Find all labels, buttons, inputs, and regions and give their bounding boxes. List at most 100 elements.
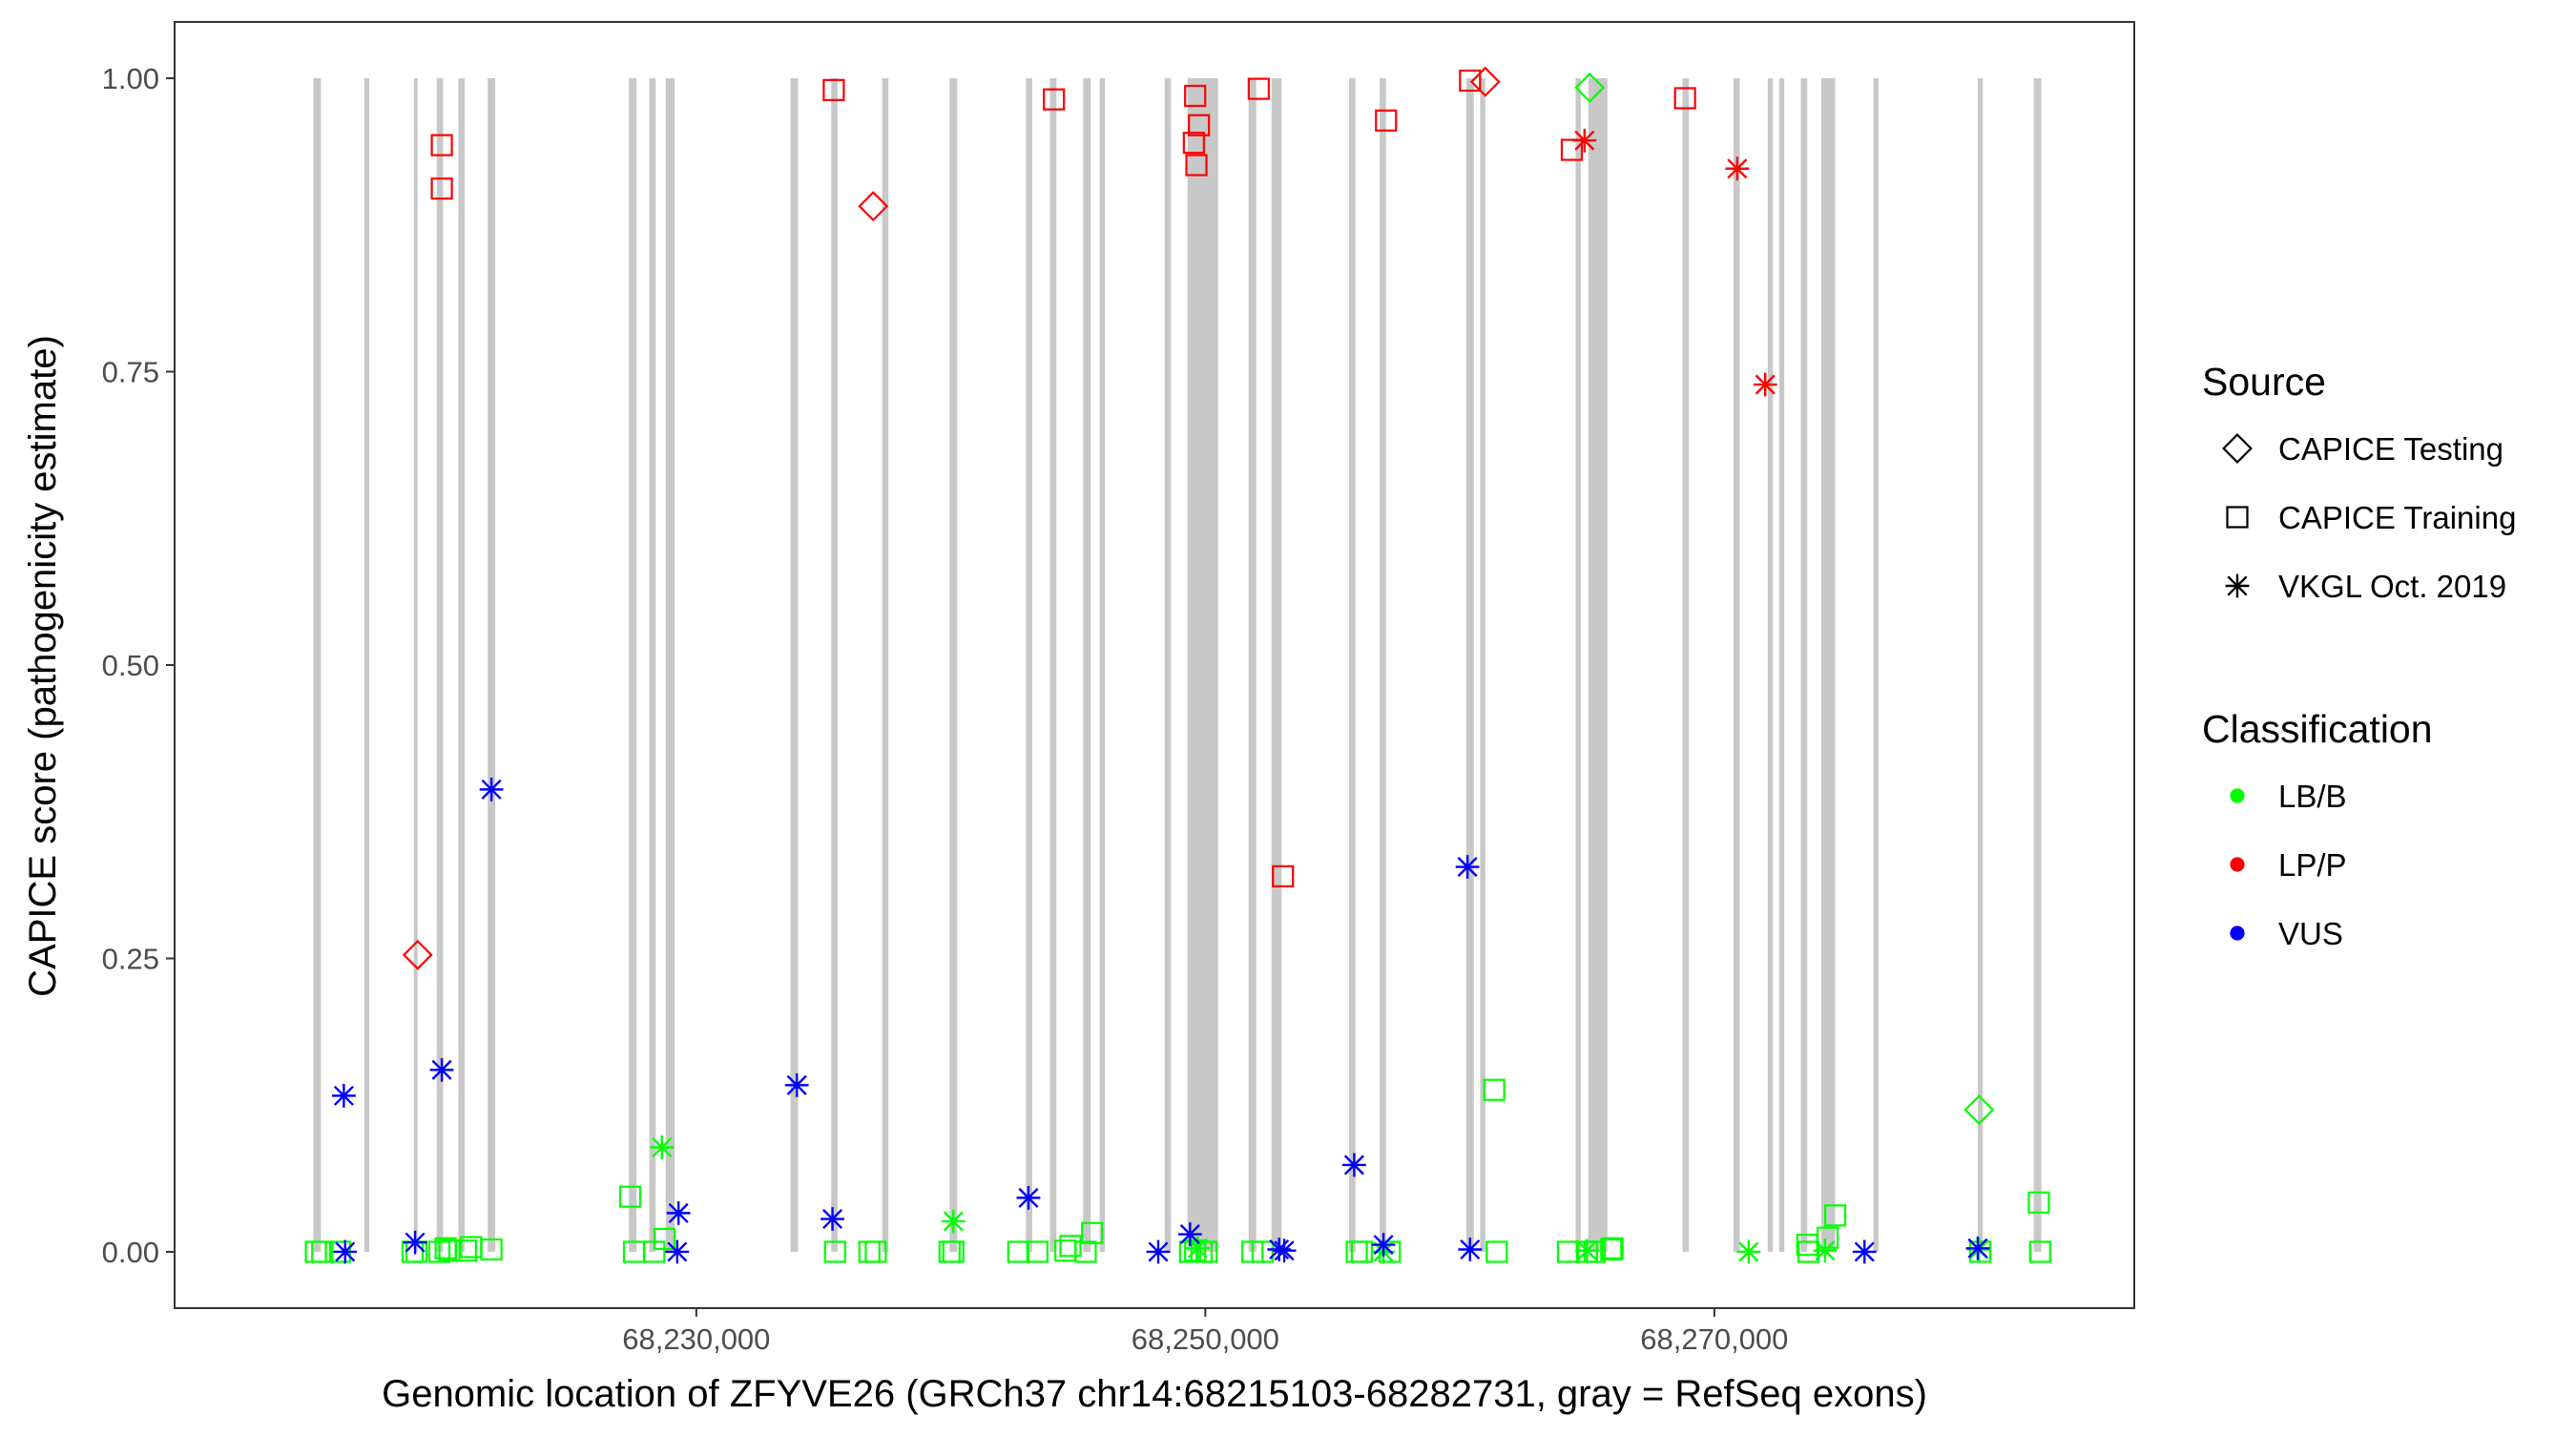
data-point-capice-training-lb-b [1969, 1240, 1992, 1263]
exon-band [413, 78, 418, 1252]
exon-band [1465, 78, 1474, 1252]
data-point-vkgl-oct-2019-lb-b [650, 1135, 675, 1159]
data-point-vkgl-oct-2019-vus [1852, 1239, 1877, 1264]
exon-band [1682, 78, 1690, 1252]
exon-band [364, 78, 370, 1252]
data-point-vkgl-oct-2019-vus [1177, 1222, 1202, 1246]
data-point-capice-training-lb-b [1823, 1204, 1847, 1227]
data-point-capice-training-lb-b [1796, 1233, 1818, 1257]
exon-band [1187, 78, 1218, 1252]
y-tick-label: 0.50 [102, 649, 159, 682]
data-point-capice-training-lb-b [618, 1185, 642, 1208]
data-point-capice-training-lp-p [1560, 138, 1584, 161]
data-point-vkgl-oct-2019-lp-p [1572, 128, 1597, 153]
data-point-capice-training-lp-p [1188, 114, 1211, 136]
data-point-capice-training-lp-p [1043, 88, 1066, 111]
data-point-capice-training-lb-b [1485, 1240, 1508, 1263]
data-point-vkgl-oct-2019-vus [666, 1200, 691, 1225]
exon-band [790, 78, 799, 1252]
data-point-capice-testing-lp-p [402, 939, 433, 970]
exon-band [1778, 78, 1785, 1252]
exon-band [2033, 78, 2042, 1252]
data-point-vkgl-oct-2019-vus [1458, 1238, 1483, 1261]
exon-band [649, 78, 656, 1252]
legend-classification-label: LP/P [2278, 847, 2347, 883]
exon-band [882, 78, 889, 1252]
x-tick-label: 68,230,000 [622, 1322, 770, 1356]
legend-key-dot [2230, 857, 2245, 872]
legend-source-title: Source [2202, 360, 2326, 404]
data-point-capice-training-lp-p [1459, 69, 1482, 93]
data-point-capice-training-lb-b [2028, 1240, 2051, 1263]
data-point-vkgl-oct-2019-vus [1267, 1238, 1292, 1261]
data-point-vkgl-oct-2019-lb-b [1185, 1236, 1210, 1260]
data-point-vkgl-oct-2019-vus [429, 1057, 454, 1082]
data-point-capice-training-lp-p [1185, 154, 1208, 177]
data-point-vkgl-oct-2019-vus [1965, 1236, 1990, 1260]
y-tick-label: 0.25 [102, 942, 159, 975]
data-point-vkgl-oct-2019-vus [1455, 855, 1480, 879]
exon-band [1026, 78, 1032, 1252]
exon-band [1248, 78, 1257, 1252]
data-point-vkgl-oct-2019-vus [331, 1083, 356, 1108]
data-point-capice-training-lp-p [1182, 132, 1205, 155]
legend-key-dot [2230, 788, 2245, 803]
exon-band [949, 78, 958, 1252]
data-point-vkgl-oct-2019-vus [1016, 1185, 1041, 1210]
data-point-capice-testing-lp-p [858, 191, 889, 222]
y-tick-label: 1.00 [102, 62, 159, 95]
legend-classification-label: VUS [2278, 916, 2343, 951]
exon-band [1349, 78, 1356, 1252]
data-point-vkgl-oct-2019-lp-p [1725, 156, 1750, 181]
data-point-vkgl-oct-2019-lb-b [1813, 1238, 1838, 1263]
data-point-capice-training-lb-b [653, 1227, 676, 1251]
exon-band [1767, 78, 1774, 1252]
data-point-capice-training-lp-p [1247, 77, 1270, 100]
data-point-capice-training-lb-b [1059, 1235, 1082, 1258]
exon-band [1083, 78, 1091, 1252]
exon-band [665, 78, 675, 1252]
data-point-capice-training-lp-p [822, 78, 845, 101]
data-point-capice-testing-lb-b [1574, 72, 1606, 103]
data-point-capice-training-lb-b [1026, 1240, 1049, 1263]
data-point-capice-training-lb-b [942, 1240, 965, 1263]
legend-source-label: CAPICE Testing [2278, 431, 2503, 467]
data-point-vkgl-oct-2019-vus [1272, 1238, 1297, 1263]
data-point-vkgl-oct-2019-vus [1342, 1153, 1366, 1177]
data-point-capice-training-lb-b [1074, 1240, 1097, 1263]
data-point-capice-training-lp-p [1673, 87, 1696, 110]
data-point-vkgl-oct-2019-lp-p [1753, 372, 1777, 397]
y-tick-label: 0.00 [102, 1236, 159, 1269]
data-point-capice-training-lb-b [1251, 1240, 1274, 1263]
data-point-capice-training-lb-b [1081, 1221, 1104, 1244]
exon-band [436, 78, 444, 1252]
exon-band [1977, 78, 1984, 1252]
data-point-vkgl-oct-2019-vus [784, 1072, 809, 1097]
legend-key-diamond [2222, 433, 2253, 464]
exon-band [1049, 78, 1057, 1252]
data-point-capice-training-lb-b [2027, 1191, 2050, 1214]
legend-source-label: CAPICE Training [2278, 500, 2516, 535]
exon-band [313, 78, 322, 1252]
y-tick-label: 0.75 [102, 356, 159, 389]
legend-key-dot [2230, 926, 2245, 941]
data-point-vkgl-oct-2019-lb-b [1575, 1238, 1599, 1263]
data-point-capice-training-lb-b [1600, 1238, 1623, 1261]
data-point-capice-training-lb-b [454, 1239, 478, 1262]
exon-band [1575, 78, 1581, 1252]
data-point-capice-training-lb-b [1483, 1078, 1506, 1101]
axis-layer: 0.00 0.25 0.50 0.75 1.00 68,230,000 68,250,000… [102, 62, 1789, 1356]
legend-source-label: VKGL Oct. 2019 [2278, 569, 2506, 604]
data-point-capice-training-lb-b [1601, 1237, 1624, 1259]
legend-key-asterisk [2225, 573, 2250, 598]
exon-band [1480, 78, 1485, 1252]
data-point-vkgl-oct-2019-vus [333, 1239, 358, 1264]
point-layer [304, 66, 2051, 1264]
data-point-capice-training-lb-b [311, 1240, 334, 1263]
x-axis-title: Genomic location of ZFYVE26 (GRCh37 chr1… [382, 1373, 1927, 1415]
data-point-vkgl-oct-2019-vus [665, 1239, 690, 1264]
x-tick-label: 68,250,000 [1132, 1322, 1279, 1356]
data-point-capice-training-lp-p [430, 134, 453, 156]
